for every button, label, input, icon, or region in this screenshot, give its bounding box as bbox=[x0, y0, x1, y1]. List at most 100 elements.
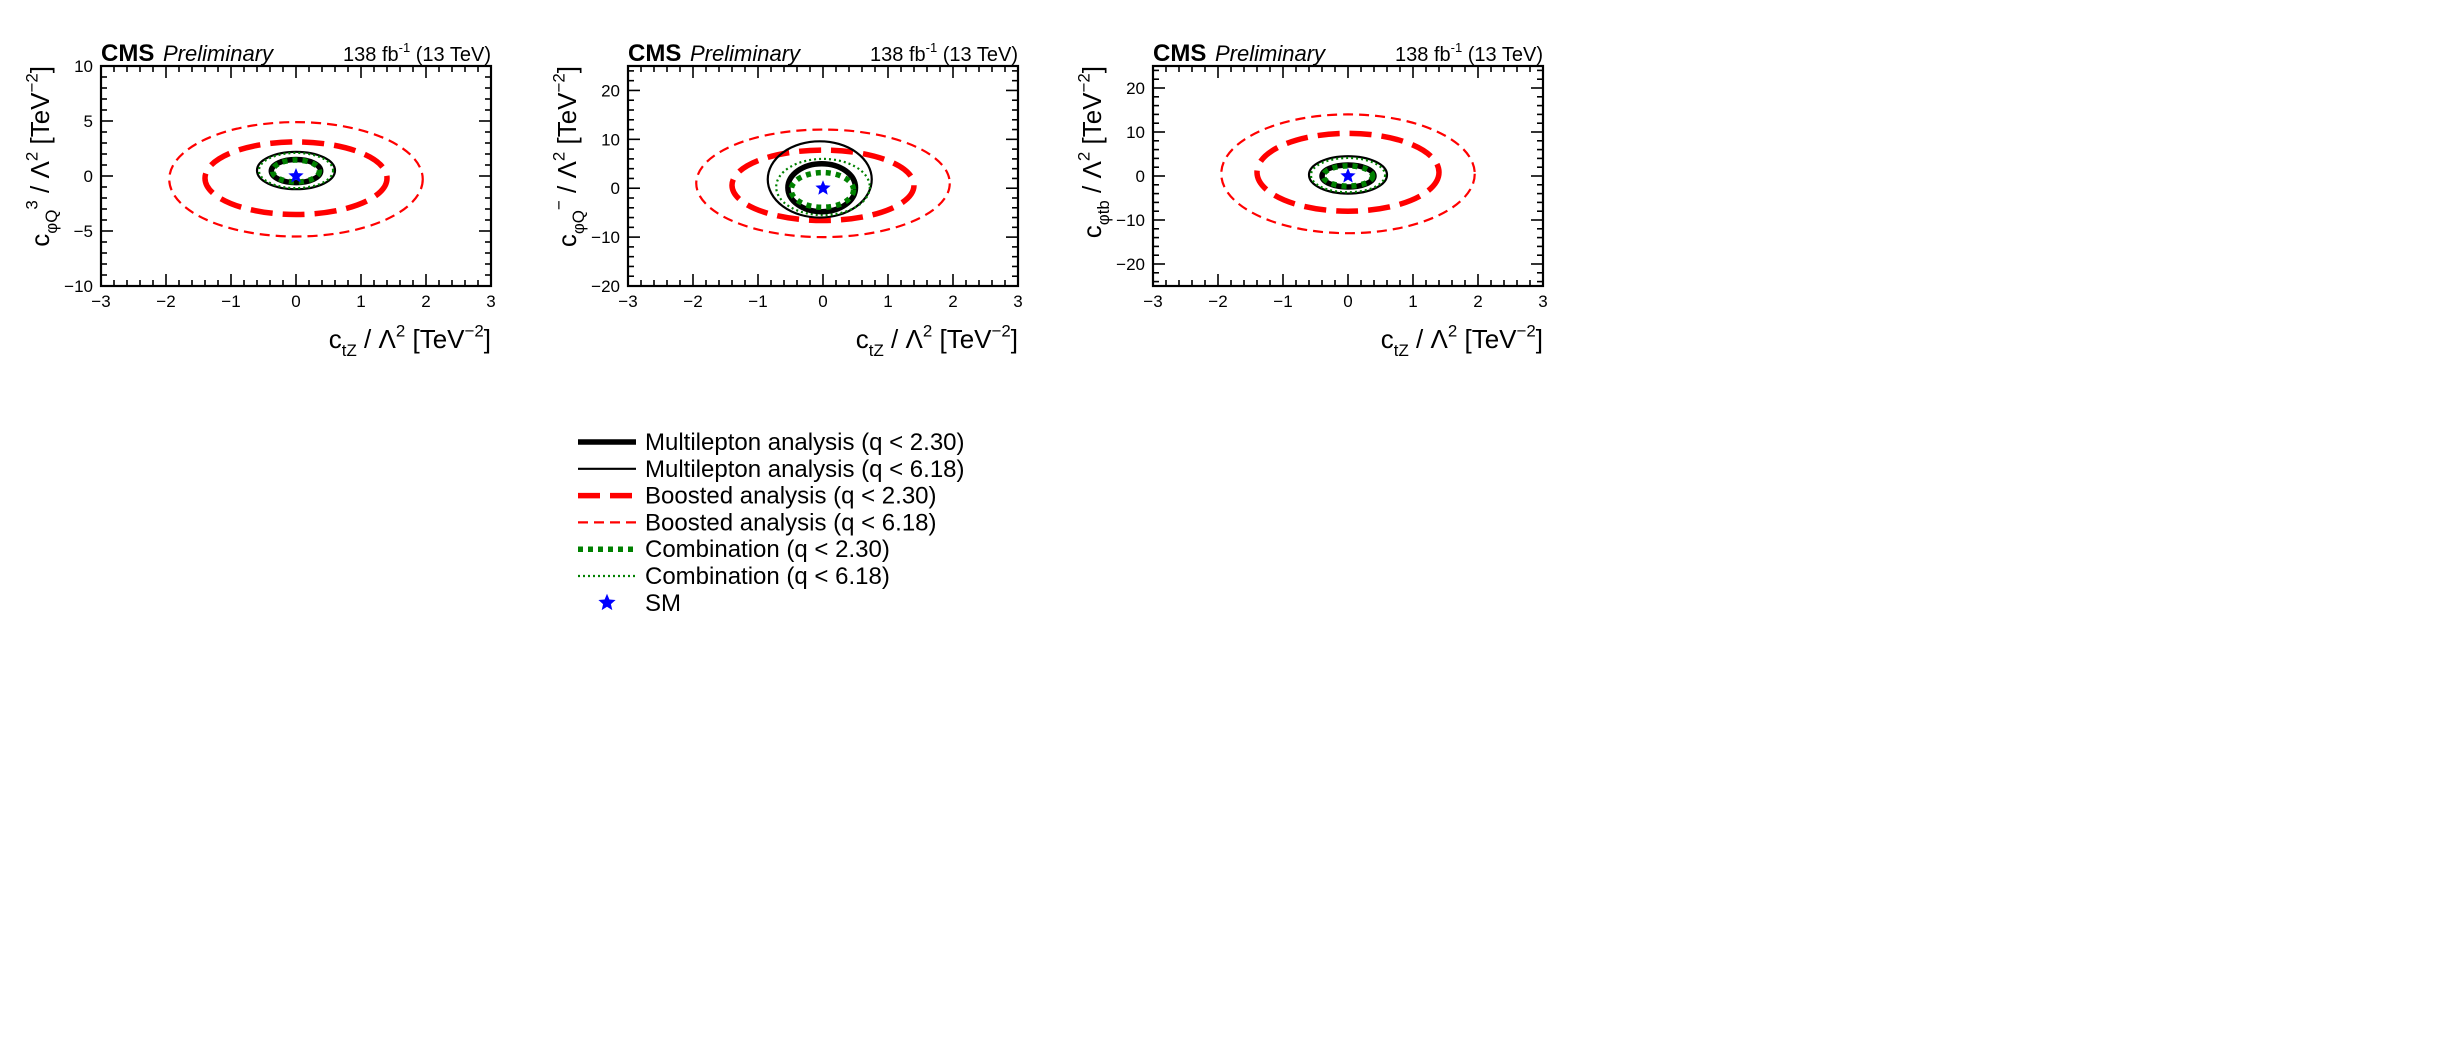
y-tick-label: −20 bbox=[591, 277, 620, 296]
y-tick-label: 20 bbox=[601, 81, 620, 100]
sm-star-marker bbox=[1340, 168, 1356, 183]
label-part: tZ bbox=[869, 341, 884, 360]
contour-co230 bbox=[1320, 163, 1376, 189]
y-tick-label: 5 bbox=[84, 112, 93, 131]
contour-bo230 bbox=[202, 139, 390, 218]
preliminary-label: Preliminary bbox=[1215, 41, 1327, 66]
label-part: c bbox=[25, 234, 55, 247]
cms-label: CMS bbox=[1153, 40, 1206, 67]
contour-co618 bbox=[775, 157, 871, 217]
x-tick-label: 2 bbox=[948, 292, 957, 311]
x-tick-label: −1 bbox=[1273, 292, 1292, 311]
cms-label: CMS bbox=[628, 40, 681, 67]
lumi-label: 138 fb-1 (13 TeV) bbox=[870, 40, 1018, 66]
label-part: φtb bbox=[1094, 200, 1113, 225]
label-part: [TeV bbox=[932, 324, 992, 354]
legend-label: Multilepton analysis (q < 2.30) bbox=[645, 429, 965, 456]
label-part: − bbox=[549, 200, 568, 210]
label-part: [TeV bbox=[405, 324, 465, 354]
y-tick-label: 10 bbox=[74, 57, 93, 76]
label-part: ] bbox=[552, 66, 582, 73]
label-part: ] bbox=[1011, 324, 1018, 354]
label-part: φQ bbox=[42, 210, 61, 234]
y-tick-label: −10 bbox=[64, 277, 93, 296]
label-part: c bbox=[1381, 324, 1394, 354]
x-tick-label: 0 bbox=[291, 292, 300, 311]
contour-co230 bbox=[269, 157, 323, 185]
x-tick-label: 0 bbox=[1343, 292, 1352, 311]
label-part: φQ bbox=[569, 210, 588, 234]
lumi-label: 138 fb-1 (13 TeV) bbox=[343, 40, 491, 66]
x-tick-label: 3 bbox=[486, 292, 495, 311]
lumi-value: 138 fb bbox=[343, 44, 399, 66]
y-tick-label: 10 bbox=[1126, 123, 1145, 142]
y-tick-label: −5 bbox=[74, 222, 93, 241]
x-axis-title: ctZ / Λ2 [TeV−2] bbox=[329, 321, 491, 360]
label-part: tZ bbox=[342, 341, 357, 360]
label-part: / Λ bbox=[25, 161, 55, 201]
y-tick-label: 0 bbox=[611, 179, 620, 198]
y-tick-label: 10 bbox=[601, 130, 620, 149]
x-tick-label: −3 bbox=[1143, 292, 1162, 311]
label-part: 2 bbox=[923, 321, 932, 340]
y-tick-label: −20 bbox=[1116, 255, 1145, 274]
label-part: c bbox=[856, 324, 869, 354]
legend-label: Multilepton analysis (q < 6.18) bbox=[645, 456, 965, 483]
x-tick-label: −2 bbox=[156, 292, 175, 311]
sm-star-marker bbox=[288, 168, 304, 183]
label-part: 2 bbox=[1448, 321, 1457, 340]
label-part: [TeV bbox=[25, 92, 55, 152]
x-tick-label: 1 bbox=[356, 292, 365, 311]
contour-co618 bbox=[1309, 156, 1387, 194]
lumi-unit-sup: -1 bbox=[399, 40, 411, 55]
y-tick-label: −10 bbox=[1116, 211, 1145, 230]
x-tick-label: −3 bbox=[91, 292, 110, 311]
legend-label: Combination (q < 2.30) bbox=[645, 536, 890, 563]
legend-label: SM bbox=[645, 590, 681, 617]
label-part: ] bbox=[484, 324, 491, 354]
lumi-unit-sup: -1 bbox=[926, 40, 938, 55]
x-tick-label: 2 bbox=[421, 292, 430, 311]
lumi-value: 138 fb bbox=[870, 44, 926, 66]
contour-bo230 bbox=[1254, 130, 1442, 214]
x-tick-label: 2 bbox=[1473, 292, 1482, 311]
lumi-unit-sup: -1 bbox=[1451, 40, 1463, 55]
label-part: −2 bbox=[1517, 321, 1536, 340]
contour-bo618 bbox=[1220, 113, 1476, 235]
sm-star-marker bbox=[815, 180, 831, 195]
y-axis-title: cφQ3 / Λ2 [TeV−2] bbox=[22, 66, 61, 247]
label-part: / Λ bbox=[552, 161, 582, 201]
x-tick-label: −2 bbox=[1208, 292, 1227, 311]
contours bbox=[1220, 113, 1476, 235]
legend-item-ml230: Multilepton analysis (q < 2.30) bbox=[578, 429, 965, 456]
x-tick-label: −3 bbox=[618, 292, 637, 311]
preliminary-label: Preliminary bbox=[690, 41, 802, 66]
label-part: c bbox=[1077, 225, 1107, 238]
label-part: / Λ bbox=[1077, 161, 1107, 201]
label-part: −2 bbox=[1074, 73, 1093, 92]
legend-item-ml618: Multilepton analysis (q < 6.18) bbox=[578, 456, 965, 483]
x-axis-title: ctZ / Λ2 [TeV−2] bbox=[1381, 321, 1543, 360]
legend-label: Combination (q < 6.18) bbox=[645, 563, 890, 590]
legend-item-bo618: Boosted analysis (q < 6.18) bbox=[578, 509, 937, 536]
contours bbox=[168, 121, 424, 238]
label-part: −2 bbox=[465, 321, 484, 340]
energy: (13 TeV) bbox=[937, 44, 1018, 66]
x-axis-title: ctZ / Λ2 [TeV−2] bbox=[856, 321, 1018, 360]
label-part: / Λ bbox=[884, 324, 924, 354]
x-tick-label: 3 bbox=[1538, 292, 1547, 311]
energy: (13 TeV) bbox=[410, 44, 491, 66]
label-part: 3 bbox=[22, 200, 41, 209]
label-part: 2 bbox=[396, 321, 405, 340]
contour-ml618 bbox=[1307, 155, 1389, 195]
preliminary-label: Preliminary bbox=[163, 41, 275, 66]
contours bbox=[695, 128, 951, 239]
label-part: ] bbox=[1536, 324, 1543, 354]
legend-star-icon bbox=[598, 593, 616, 611]
y-tick-label: 0 bbox=[1136, 167, 1145, 186]
energy: (13 TeV) bbox=[1462, 44, 1543, 66]
contour-bo618 bbox=[168, 121, 424, 238]
legend-item-bo230: Boosted analysis (q < 2.30) bbox=[578, 483, 937, 510]
